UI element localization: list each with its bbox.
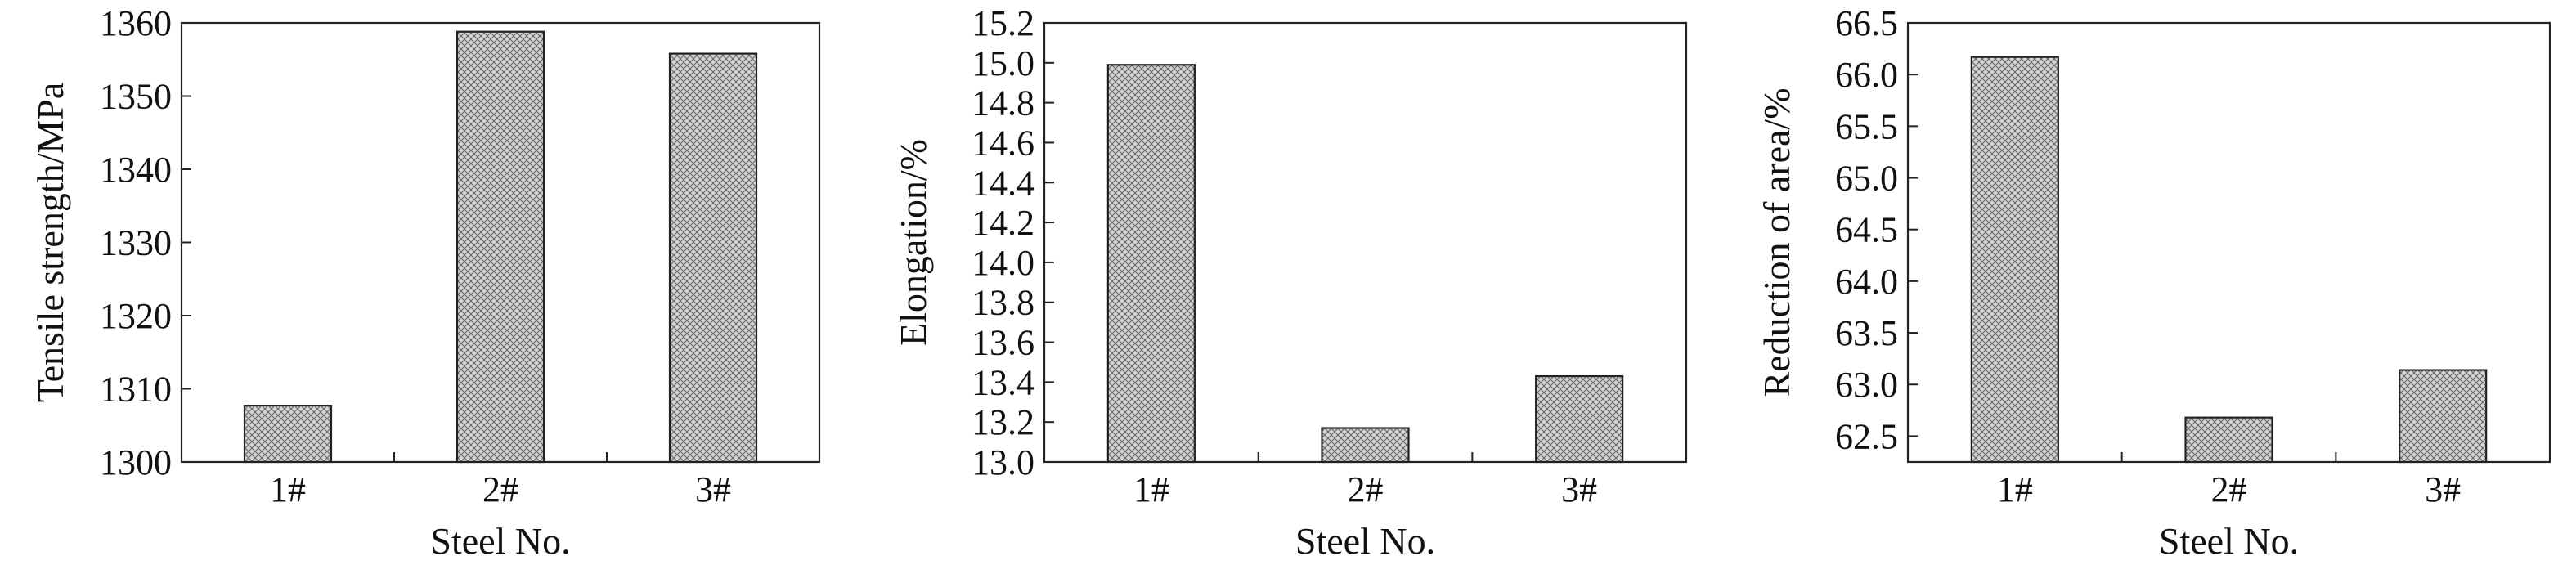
y-tick-label: 65.0 — [1835, 159, 1898, 199]
bar — [668, 52, 758, 464]
bar — [2184, 416, 2273, 464]
y-tick-label: 14.0 — [972, 243, 1034, 283]
x-tick-label: 3# — [2425, 469, 2461, 509]
plot-frame — [1043, 21, 1688, 464]
y-tick-label: 14.6 — [972, 123, 1034, 163]
y-tick-label: 65.5 — [1835, 106, 1898, 146]
x-tick-label: 2# — [482, 469, 518, 509]
plot-frame — [1906, 21, 2551, 464]
y-tick-label: 1320 — [100, 296, 172, 336]
y-tick-label: 14.2 — [972, 203, 1034, 243]
x-tick-label: 1# — [1997, 469, 2033, 509]
y-tick-label: 1350 — [100, 77, 172, 117]
y-tick-label: 13.4 — [972, 362, 1034, 402]
chart-panel-1: 1300 1310 1320 1330 1340 1350 1360 1# 2# 3# Steel … — [29, 3, 821, 562]
y-tick-label: 15.0 — [972, 43, 1034, 83]
x-tick-label: 3# — [695, 469, 731, 509]
y-tick-label: 13.0 — [972, 442, 1034, 482]
y-tick-label: 13.6 — [972, 323, 1034, 363]
x-axis-label: Steel No. — [1295, 520, 1435, 562]
x-tick-label: 2# — [2211, 469, 2247, 509]
y-tick-label: 66.0 — [1835, 55, 1898, 95]
bar — [1970, 56, 2059, 464]
x-tick-label: 1# — [1133, 469, 1169, 509]
y-tick-label: 15.2 — [972, 3, 1034, 43]
x-tick-label: 3# — [1561, 469, 1597, 509]
bar — [1535, 374, 1624, 464]
bar — [1106, 64, 1196, 464]
y-tick-label: 13.8 — [972, 283, 1034, 323]
bar — [1321, 427, 1410, 464]
y-axis-label: Elongation/% — [892, 139, 934, 346]
bar — [243, 404, 333, 464]
y-tick-label: 1300 — [100, 442, 172, 482]
x-tick-label: 2# — [1348, 469, 1384, 509]
bar — [456, 30, 545, 464]
y-tick-label: 1310 — [100, 370, 172, 410]
y-tick-label: 13.2 — [972, 402, 1034, 442]
y-tick-label: 1330 — [100, 223, 172, 263]
y-tick-label: 62.5 — [1835, 416, 1898, 456]
x-axis-label: Steel No. — [430, 520, 570, 562]
y-tick-label: 1360 — [100, 3, 172, 43]
y-axis-label: Tensile strength/MPa — [29, 83, 71, 403]
y-tick-label: 1340 — [100, 150, 172, 190]
y-tick-label: 64.0 — [1835, 262, 1898, 302]
y-axis-label: Reduction of area/% — [1756, 87, 1797, 397]
y-tick-label: 66.5 — [1835, 3, 1898, 43]
chart-panel-2: 13.013.213.413.613.814.014.214.414.614.8… — [892, 3, 1688, 562]
y-tick-label: 63.0 — [1835, 365, 1898, 405]
y-tick-label: 14.8 — [972, 83, 1034, 123]
x-tick-label: 1# — [270, 469, 306, 509]
x-axis-label: Steel No. — [2159, 520, 2299, 562]
bar — [2399, 369, 2488, 464]
chart-panel-3: 62.5 63.0 63.5 64.0 64.5 65.0 65.5 66.0 66.5 1# 2#… — [1756, 3, 2551, 562]
y-tick-label: 64.5 — [1835, 210, 1898, 250]
y-tick-label: 14.4 — [972, 163, 1034, 203]
y-tick-label: 63.5 — [1835, 313, 1898, 353]
